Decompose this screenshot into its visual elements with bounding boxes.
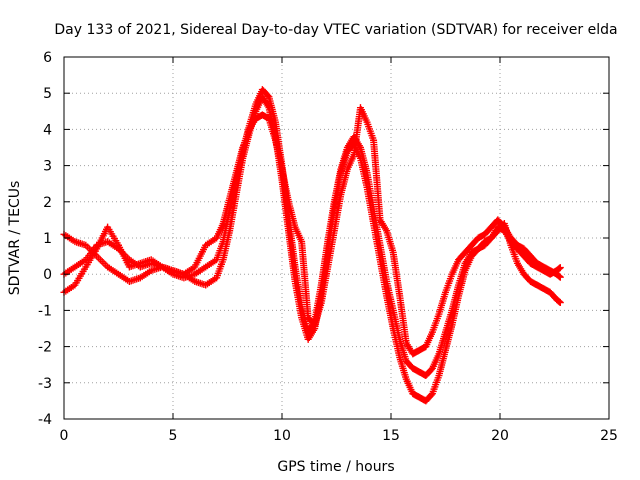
y-tick-label: 5 <box>43 86 52 102</box>
x-axis-label: GPS time / hours <box>277 459 394 475</box>
data-series <box>60 86 564 405</box>
y-tick-label: -2 <box>38 340 52 356</box>
y-tick-label: 2 <box>43 195 52 211</box>
data-point <box>556 273 564 281</box>
x-tick-label: 20 <box>491 428 509 444</box>
y-tick-label: 3 <box>43 159 52 175</box>
y-tick-label: -3 <box>38 376 52 392</box>
axis-ticks: 0 5 10 15 20 25 -4 -3 -2 -1 0 1 2 3 4 5 6 <box>38 50 618 444</box>
x-tick-label: 25 <box>600 428 618 444</box>
y-tick-label: 0 <box>43 267 52 283</box>
x-tick-label: 15 <box>382 428 400 444</box>
y-axis-label: SDTVAR / TECUs <box>7 181 23 296</box>
x-tick-label: 0 <box>60 428 69 444</box>
y-tick-label: -1 <box>38 303 52 319</box>
series-track-a <box>60 93 564 405</box>
series-track-c <box>60 104 564 358</box>
x-tick-label: 5 <box>169 428 178 444</box>
x-tick-label: 10 <box>273 428 291 444</box>
data-point <box>556 264 564 272</box>
y-tick-label: -4 <box>38 412 52 428</box>
y-tick-label: 1 <box>43 231 52 247</box>
chart-title: Day 133 of 2021, Sidereal Day-to-day VTE… <box>54 22 617 38</box>
y-tick-label: 6 <box>43 50 52 66</box>
data-point <box>556 299 564 307</box>
y-tick-label: 4 <box>43 122 52 138</box>
